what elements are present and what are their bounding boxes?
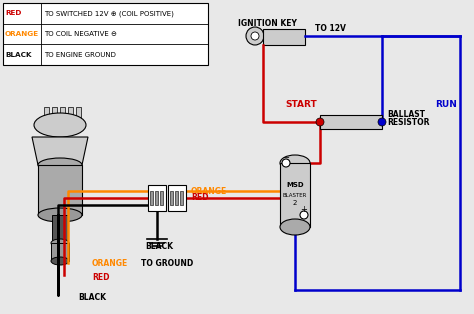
Circle shape <box>282 159 290 167</box>
Bar <box>160 191 163 205</box>
Bar <box>38 165 82 215</box>
Text: +: + <box>300 205 307 214</box>
Bar <box>170 191 173 205</box>
Ellipse shape <box>51 257 69 265</box>
Bar <box>180 191 183 205</box>
Text: START: START <box>285 100 317 109</box>
Circle shape <box>316 118 324 126</box>
Bar <box>44 107 49 125</box>
Text: RUN: RUN <box>435 100 457 109</box>
Text: TO COIL NEGATIVE ⊖: TO COIL NEGATIVE ⊖ <box>44 31 117 37</box>
Text: ORANGE: ORANGE <box>191 187 227 196</box>
Bar <box>51 243 69 261</box>
Text: BLACK: BLACK <box>145 242 173 251</box>
Text: TO ENGINE GROUND: TO ENGINE GROUND <box>44 52 116 58</box>
Polygon shape <box>32 137 88 165</box>
Circle shape <box>246 27 264 45</box>
Bar <box>76 107 81 125</box>
Bar <box>3 3 208 65</box>
Bar <box>320 115 382 129</box>
Text: ORANGE: ORANGE <box>5 31 39 37</box>
Bar <box>175 191 178 205</box>
Text: BALLAST: BALLAST <box>387 110 425 119</box>
Circle shape <box>300 211 308 219</box>
Text: −: − <box>282 153 289 162</box>
Circle shape <box>378 118 386 126</box>
Text: IGNITION KEY: IGNITION KEY <box>237 19 296 28</box>
Ellipse shape <box>38 158 82 172</box>
Circle shape <box>251 32 259 40</box>
Bar <box>155 191 158 205</box>
Text: RED: RED <box>5 10 21 16</box>
Bar <box>168 185 186 211</box>
Text: RED: RED <box>92 273 109 283</box>
Bar <box>52 215 68 245</box>
Text: RED: RED <box>191 193 209 203</box>
Text: TO SWITCHED 12V ⊕ (COIL POSITIVE): TO SWITCHED 12V ⊕ (COIL POSITIVE) <box>44 10 174 17</box>
Bar <box>148 185 166 211</box>
Bar <box>263 29 305 45</box>
Ellipse shape <box>280 155 310 171</box>
Ellipse shape <box>38 208 82 222</box>
Text: BLACK: BLACK <box>78 293 106 301</box>
Text: MSD: MSD <box>286 182 304 188</box>
Text: TO GROUND: TO GROUND <box>141 259 193 268</box>
Bar <box>52 107 57 125</box>
Bar <box>280 163 310 227</box>
Bar <box>150 191 153 205</box>
Text: ORANGE: ORANGE <box>92 258 128 268</box>
Text: TO 12V: TO 12V <box>315 24 346 33</box>
Ellipse shape <box>280 219 310 235</box>
Bar <box>60 107 65 125</box>
Ellipse shape <box>34 113 86 137</box>
Text: BLASTER: BLASTER <box>283 193 307 198</box>
Text: BLACK: BLACK <box>5 52 31 58</box>
Text: RESISTOR: RESISTOR <box>387 118 429 127</box>
Text: 2: 2 <box>293 200 297 206</box>
Ellipse shape <box>51 239 69 247</box>
Bar <box>68 107 73 125</box>
